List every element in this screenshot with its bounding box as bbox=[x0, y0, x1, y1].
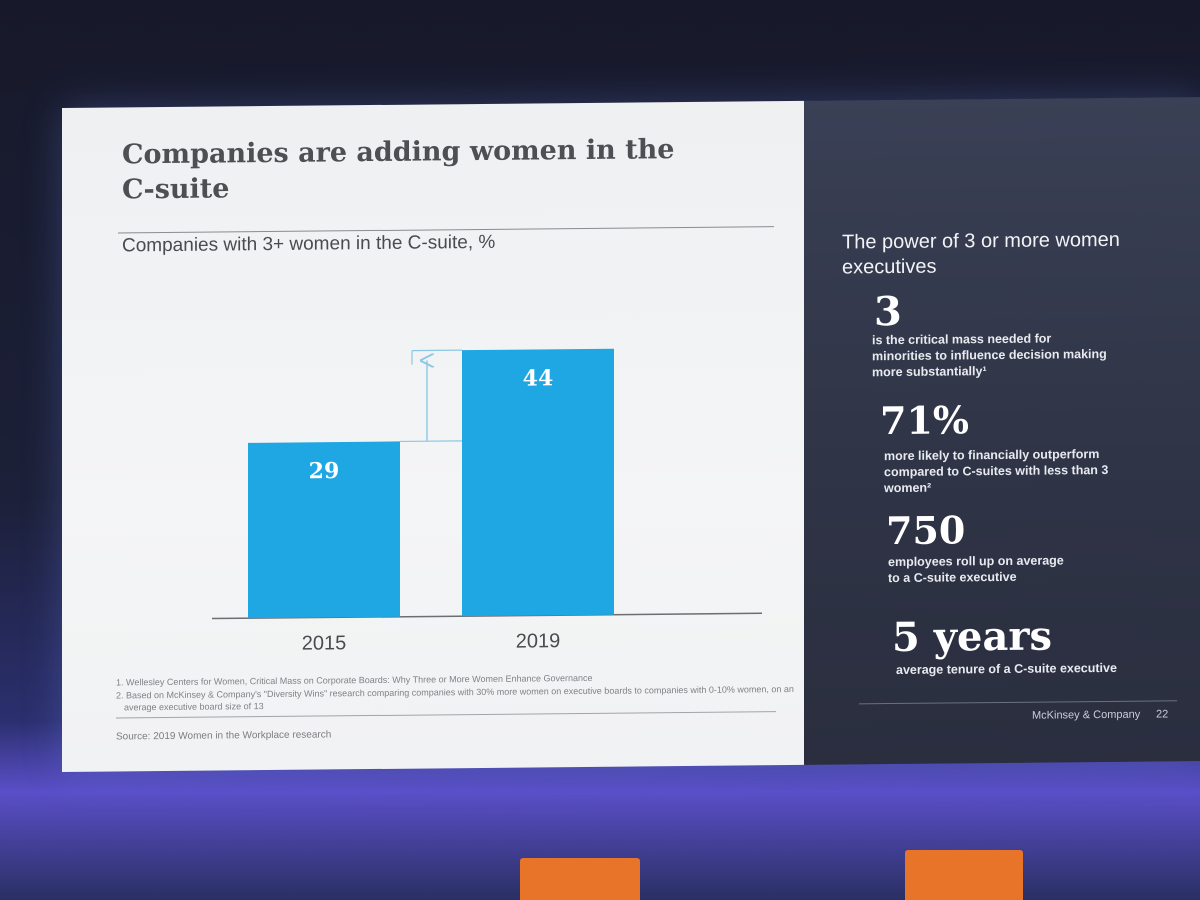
stat-value-5-years: 5 years bbox=[892, 612, 1052, 662]
stat-desc-71-percent: more likely to financially outperform co… bbox=[884, 446, 1108, 496]
brand-logo-text: McKinsey & Company bbox=[1032, 708, 1141, 722]
increase-bracket-low bbox=[400, 440, 462, 443]
stat-desc-71-line: compared to C-suites with less than 3 bbox=[884, 462, 1109, 480]
stat-value-71-percent: 71% bbox=[880, 397, 969, 444]
bar-2019 bbox=[462, 348, 614, 617]
stat-desc-3-line: minorities to influence decision making bbox=[872, 346, 1107, 364]
x-tick-label-2015: 2015 bbox=[302, 632, 346, 654]
stat-desc-5-years: average tenure of a C-suite executive bbox=[896, 660, 1117, 678]
stat-desc-5-years-line: average tenure of a C-suite executive bbox=[896, 660, 1117, 677]
slide-left-panel: Companies are adding women in the C-suit… bbox=[62, 100, 804, 773]
stat-desc-3: is the critical mass needed for minoriti… bbox=[872, 330, 1107, 380]
bar-chart: 29 2015 44 2019 bbox=[212, 348, 762, 655]
page-number: 22 bbox=[1156, 708, 1169, 721]
source-note: Source: 2019 Women in the Workplace rese… bbox=[116, 729, 332, 743]
presentation-slide: Companies are adding women in the C-suit… bbox=[62, 97, 1200, 773]
stage-chair-right bbox=[905, 850, 1023, 900]
footnote-3: average executive board size of 13 bbox=[124, 701, 264, 713]
bar-2015 bbox=[248, 441, 400, 619]
stage-chair-left bbox=[520, 858, 640, 900]
stat-desc-3-line: more substantially¹ bbox=[872, 364, 987, 380]
stat-desc-750: employees roll up on average to a C-suit… bbox=[888, 552, 1064, 586]
stat-value-3: 3 bbox=[874, 287, 902, 336]
stat-desc-750-line: employees roll up on average bbox=[888, 553, 1064, 570]
stat-desc-71-line: women² bbox=[884, 480, 932, 496]
side-panel-divider bbox=[859, 700, 1177, 705]
stat-desc-750-line: to a C-suite executive bbox=[888, 569, 1017, 586]
x-tick-label-2019: 2019 bbox=[516, 630, 560, 652]
slide-right-panel: The power of 3 or more women executives … bbox=[804, 97, 1200, 765]
footnote-divider bbox=[116, 711, 776, 719]
data-label-2019: 44 bbox=[523, 365, 554, 391]
side-panel-heading: The power of 3 or more women executives bbox=[842, 228, 1120, 279]
stat-value-750: 750 bbox=[886, 507, 966, 554]
data-label-2015: 29 bbox=[309, 458, 340, 484]
